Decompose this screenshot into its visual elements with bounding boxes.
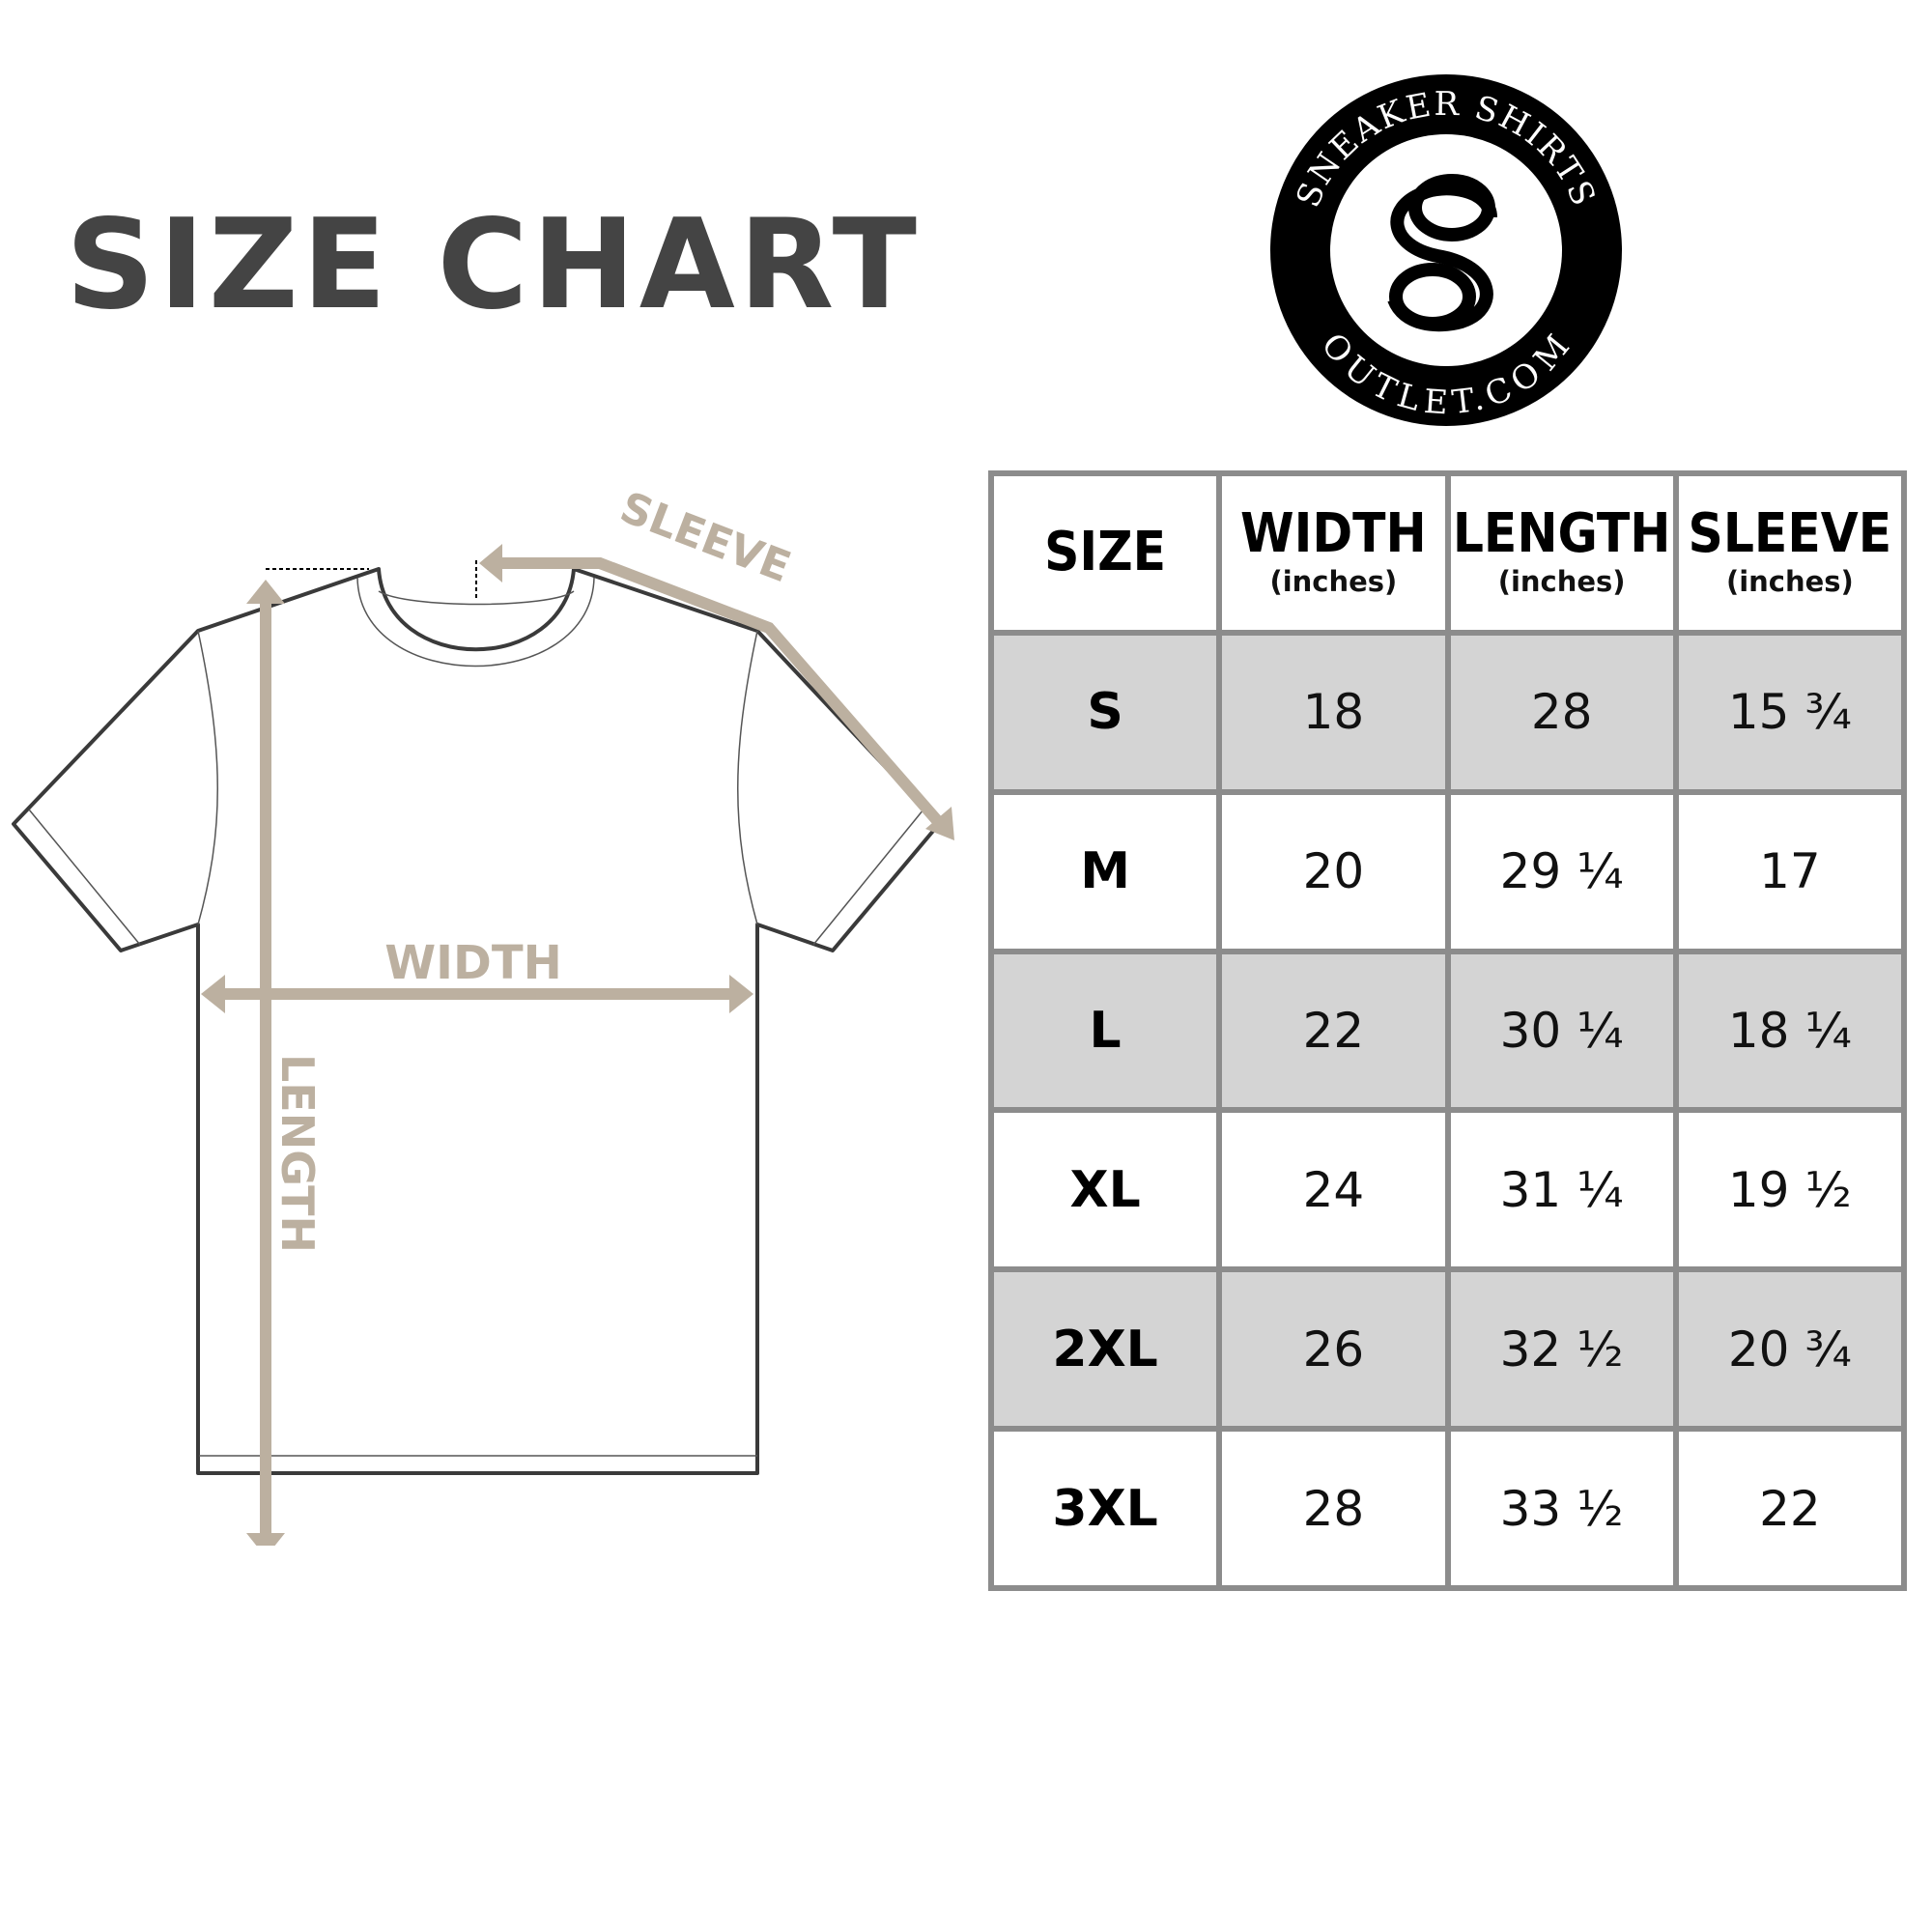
size-cell: 3XL <box>987 1426 1223 1591</box>
header-label: WIDTH <box>1240 502 1427 566</box>
size-cell: S <box>987 629 1223 795</box>
length-cell: 32 ½ <box>1444 1266 1679 1433</box>
sleeve-cell: 17 <box>1672 788 1908 954</box>
tshirt-outline <box>12 567 941 1475</box>
width-cell: 26 <box>1216 1266 1451 1433</box>
header-sleeve: SLEEVE (inches) <box>1672 470 1908 636</box>
length-cell: 31 ¼ <box>1444 1107 1679 1273</box>
table-header-row: SIZE WIDTH (inches) LENGTH (inches) SLEEVE… <box>987 470 1908 636</box>
sleeve-cell: 18 ¼ <box>1672 948 1908 1114</box>
header-length: LENGTH (inches) <box>1444 470 1679 636</box>
table-row: S 18 28 15 ¾ <box>987 629 1908 795</box>
length-cell: 33 ½ <box>1444 1426 1679 1591</box>
width-cell: 22 <box>1216 948 1451 1114</box>
tshirt-diagram: WIDTH LENGTH SLEEVE <box>12 483 954 1546</box>
header-size: SIZE <box>987 470 1223 636</box>
sleeve-arrow <box>495 557 947 830</box>
sleeve-cell: 22 <box>1672 1426 1908 1591</box>
length-label: LENGTH <box>271 1054 324 1253</box>
width-cell: 18 <box>1216 629 1451 795</box>
width-cell: 20 <box>1216 788 1451 954</box>
sleeve-cell: 15 ¾ <box>1672 629 1908 795</box>
header-label: LENGTH <box>1452 502 1671 566</box>
table-row: 3XL 28 33 ½ 22 <box>987 1426 1908 1591</box>
header-unit: (inches) <box>1725 565 1854 599</box>
page-title: SIZE CHART <box>66 193 921 337</box>
header-unit: (inches) <box>1269 565 1398 599</box>
header-unit: (inches) <box>1497 565 1626 599</box>
length-cell: 29 ¼ <box>1444 788 1679 954</box>
width-cell: 24 <box>1216 1107 1451 1273</box>
sleeve-cell: 20 ¾ <box>1672 1266 1908 1433</box>
sleeve-cell: 19 ½ <box>1672 1107 1908 1273</box>
table-row: M 20 29 ¼ 17 <box>987 788 1908 954</box>
length-cell: 28 <box>1444 629 1679 795</box>
width-cell: 28 <box>1216 1426 1451 1591</box>
header-label: SLEEVE <box>1688 502 1892 566</box>
brand-logo: SNEAKER SHIRTS OUTLET.COM <box>1270 74 1622 426</box>
size-table: SIZE WIDTH (inches) LENGTH (inches) SLEEVE… <box>987 470 1908 1591</box>
size-cell: 2XL <box>987 1266 1223 1433</box>
size-cell: L <box>987 948 1223 1114</box>
width-label: WIDTH <box>384 936 562 990</box>
table-row: XL 24 31 ¼ 19 ½ <box>987 1107 1908 1273</box>
table-row: L 22 30 ¼ 18 ¼ <box>987 948 1908 1114</box>
header-width: WIDTH (inches) <box>1216 470 1451 636</box>
length-cell: 30 ¼ <box>1444 948 1679 1114</box>
table-row: 2XL 26 32 ½ 20 ¾ <box>987 1266 1908 1433</box>
header-label: SIZE <box>1044 521 1167 584</box>
size-cell: M <box>987 788 1223 954</box>
size-cell: XL <box>987 1107 1223 1273</box>
